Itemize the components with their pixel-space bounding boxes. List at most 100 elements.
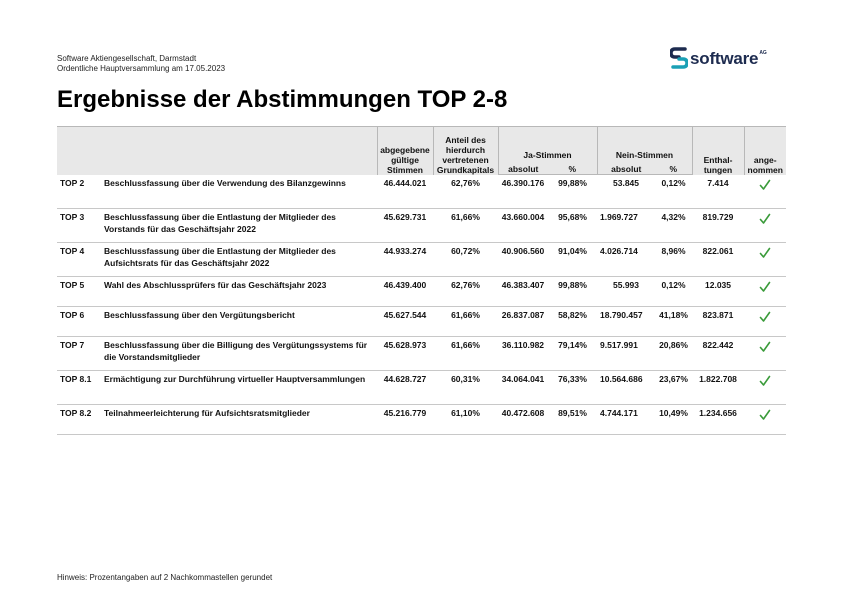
table-row: TOP 8.1 Ermächtigung zur Durchführung vi… (57, 371, 786, 405)
table-row: TOP 6 Beschlussfassung über den Vergütun… (57, 307, 786, 337)
agenda-item-text: Beschlussfassung über die Entlastung der… (104, 246, 336, 268)
yes-absolute: 43.660.004 (501, 212, 545, 222)
accepted-cell (744, 371, 786, 405)
yes-percent: 58,82% (558, 310, 587, 320)
check-icon (759, 213, 771, 224)
yes-percent: 95,68% (558, 212, 587, 222)
agenda-item-number: TOP 7 (60, 340, 85, 350)
agenda-item-number: TOP 6 (60, 310, 85, 320)
capital-share: 62,76% (451, 177, 480, 188)
no-percent: 41,18% (659, 310, 688, 320)
no-absolute: 53.845 (613, 178, 639, 188)
meeting-date: Ordentliche Hauptversammlung am 17.05.20… (57, 63, 226, 73)
check-icon (759, 247, 771, 258)
abstentions: 7.414 (707, 177, 729, 188)
software-ag-s-icon (670, 47, 688, 69)
agenda-item-text: Beschlussfassung über die Verwendung des… (104, 177, 346, 188)
votes-cast: 45.629.731 (383, 212, 427, 222)
accepted-cell (744, 209, 786, 243)
header-blank (57, 126, 378, 175)
votes-cast: 45.627.544 (383, 310, 427, 320)
agenda-item-number: TOP 4 (60, 246, 85, 256)
header-enthaltungen: Enthal- tungen (692, 126, 745, 175)
no-absolute: 9.517.991 (600, 340, 638, 350)
accepted-cell (744, 307, 786, 337)
voting-results-table: abgegebene gültige Stimmen Anteil des hi… (57, 126, 786, 435)
logo-wordmark: software (690, 49, 759, 68)
agenda-item-text: Beschlussfassung über die Entlastung der… (104, 212, 336, 234)
yes-percent: 99,88% (558, 178, 587, 188)
check-icon (759, 409, 771, 420)
footnote: Hinweis: Prozentangaben auf 2 Nachkommas… (57, 573, 273, 582)
no-absolute: 55.993 (613, 280, 639, 290)
header-anteil: Anteil des hierdurch vertretenen Grundka… (433, 126, 499, 175)
header-nein-stimmen: Nein-Stimmen (597, 126, 693, 160)
logo-ag-suffix: AG (759, 50, 767, 56)
agenda-item-number: TOP 8.1 (60, 374, 92, 384)
agenda-item-text: Teilnahmeerleichterung für Aufsichtsrats… (104, 408, 310, 418)
agenda-item-number: TOP 2 (60, 177, 85, 188)
accepted-cell (744, 243, 786, 277)
no-absolute: 4.026.714 (600, 246, 638, 256)
yes-absolute: 40.472.608 (501, 408, 545, 418)
page-title: Ergebnisse der Abstimmungen TOP 2-8 (57, 86, 508, 113)
check-icon (759, 375, 771, 386)
agenda-item-number: TOP 8.2 (60, 408, 92, 418)
capital-share: 62,76% (451, 280, 480, 290)
capital-share: 61,66% (451, 340, 480, 350)
accepted-cell (744, 175, 786, 209)
company-name: Software Aktiengesellschaft, Darmstadt (57, 54, 197, 63)
no-percent: 0,12% (661, 178, 686, 188)
header-ja-stimmen: Ja-Stimmen (498, 126, 598, 160)
abstentions: 12.035 (705, 280, 731, 290)
capital-share: 61,66% (451, 310, 480, 320)
no-absolute: 10.564.686 (600, 374, 643, 384)
no-percent: 8,96% (661, 246, 686, 256)
abstentions: 1.234.656 (699, 408, 737, 418)
agenda-item-number: TOP 5 (60, 280, 85, 290)
no-percent: 20,86% (659, 340, 688, 350)
header-angenommen: ange- nommen (744, 126, 786, 175)
yes-percent: 89,51% (558, 408, 587, 418)
software-ag-logo: software AG (670, 46, 767, 72)
votes-cast: 44.628.727 (383, 374, 427, 384)
check-icon (759, 311, 771, 322)
yes-percent: 91,04% (558, 246, 587, 256)
table-row: TOP 5 Wahl des Abschlussprüfers für das … (57, 277, 786, 307)
table-row: TOP 3 Beschlussfassung über die Entlastu… (57, 209, 786, 243)
table-row: TOP 4 Beschlussfassung über die Entlastu… (57, 243, 786, 277)
header-abgegebene: abgegebene gültige Stimmen (377, 126, 434, 175)
abstentions: 822.442 (702, 340, 734, 350)
agenda-item-text: Wahl des Abschlussprüfers für das Geschä… (104, 280, 327, 290)
accepted-cell (744, 405, 786, 435)
check-icon (759, 341, 771, 352)
votes-cast: 45.628.973 (383, 340, 427, 350)
no-percent: 10,49% (659, 408, 688, 418)
capital-share: 60,31% (451, 374, 480, 384)
header-ja-absolut: absolut (498, 160, 548, 175)
yes-percent: 76,33% (558, 374, 587, 384)
yes-absolute: 36.110.982 (501, 340, 545, 350)
yes-absolute: 40.906.560 (501, 246, 545, 256)
agenda-item-text: Beschlussfassung über die Billigung des … (104, 340, 368, 362)
capital-share: 61,66% (451, 212, 480, 222)
no-percent: 0,12% (661, 280, 686, 290)
agenda-item-text: Beschlussfassung über den Vergütungsberi… (104, 310, 295, 320)
abstentions: 823.871 (702, 310, 734, 320)
abstentions: 1.822.708 (699, 374, 737, 384)
header-nein-absolut: absolut (597, 160, 655, 175)
no-absolute: 18.790.457 (600, 310, 643, 320)
votes-cast: 45.216.779 (383, 408, 427, 418)
accepted-cell (744, 277, 786, 307)
check-icon (759, 179, 771, 190)
table-row: TOP 7 Beschlussfassung über die Billigun… (57, 337, 786, 371)
no-absolute: 4.744.171 (600, 408, 638, 418)
votes-cast: 46.444.021 (383, 177, 427, 188)
header-ja-prozent: % (548, 160, 598, 175)
capital-share: 61,10% (451, 408, 480, 418)
header-nein-prozent: % (655, 160, 693, 175)
votes-cast: 46.439.400 (383, 280, 427, 290)
yes-absolute: 34.064.041 (501, 374, 545, 384)
no-percent: 4,32% (661, 212, 686, 222)
capital-share: 60,72% (451, 246, 480, 256)
